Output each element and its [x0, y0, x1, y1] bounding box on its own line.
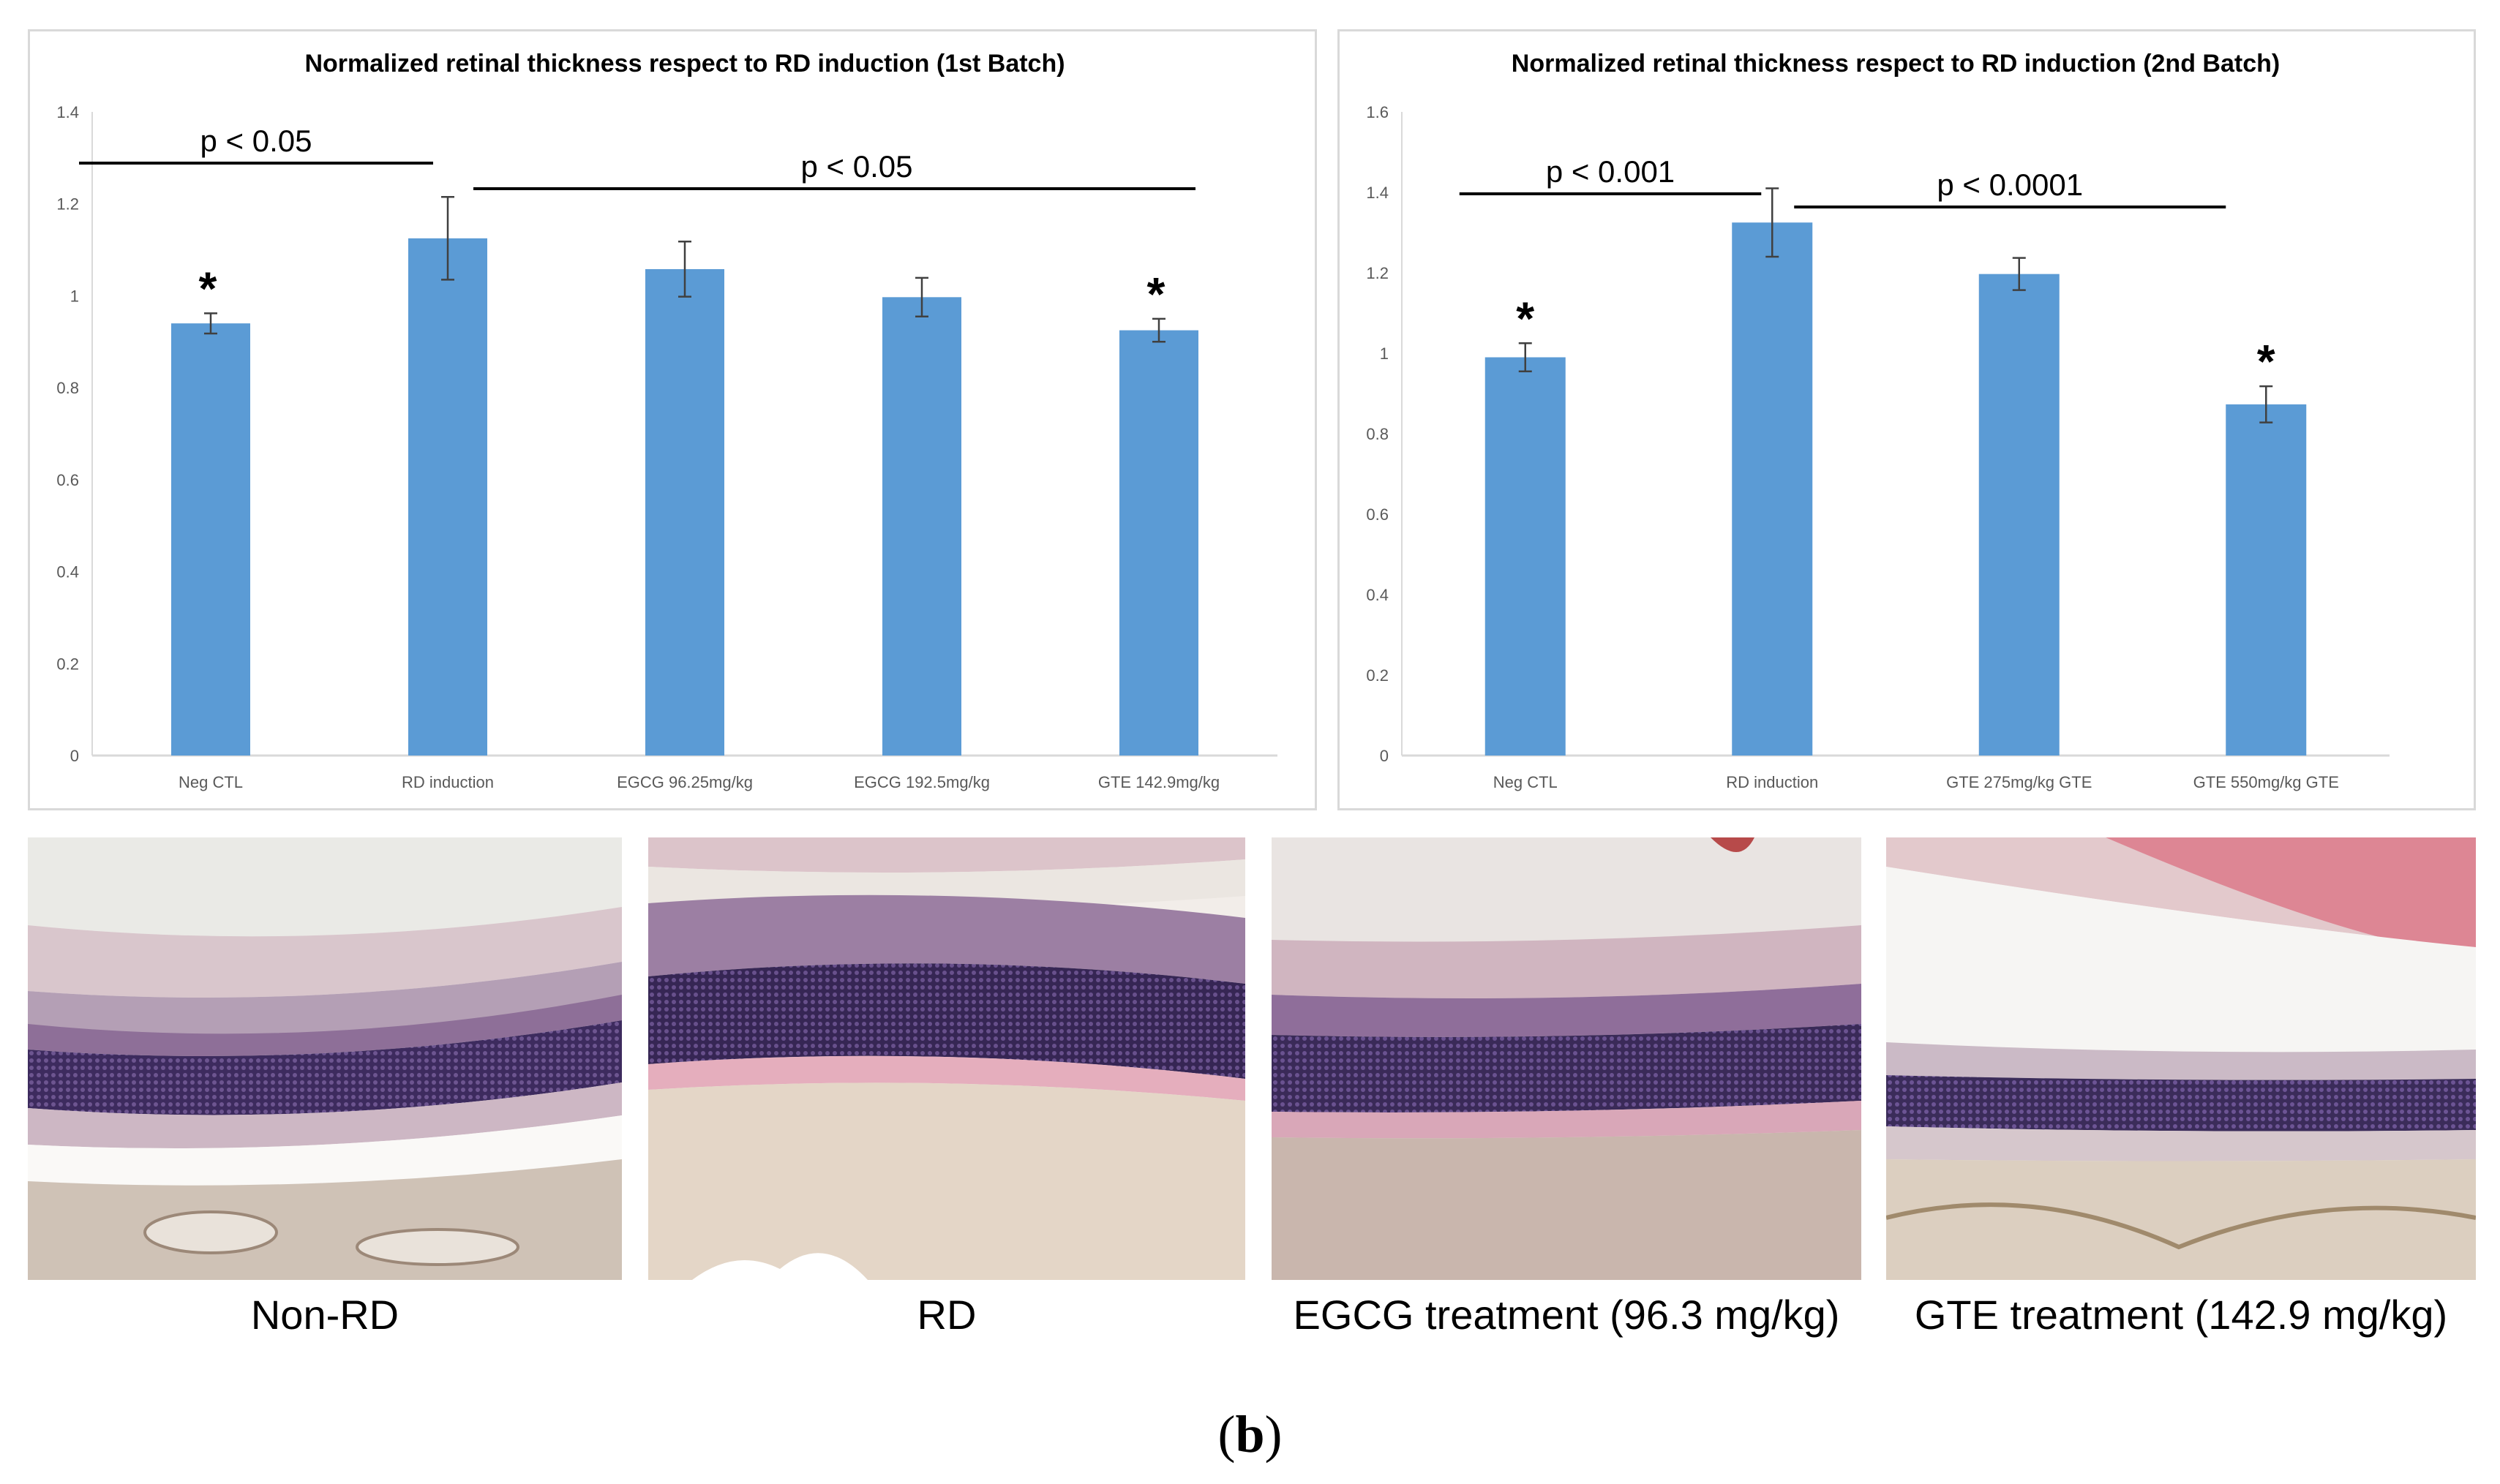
bar [2226, 404, 2307, 756]
y-tick-label: 0.6 [56, 471, 79, 489]
significance-label: p < 0.0001 [1937, 167, 2083, 202]
chart-title: Normalized retinal thickness respect to … [1512, 50, 2280, 78]
micrograph-egcg-treatment [1272, 837, 1861, 1280]
x-tick-label: RD induction [1726, 773, 1818, 791]
micrograph-rd [648, 837, 1245, 1280]
chart-panel-1st-batch: Normalized retinal thickness respect to … [28, 29, 1317, 810]
retina-section-image [28, 837, 622, 1280]
chart-panel-2nd-batch: Normalized retinal thickness respect to … [1337, 29, 2476, 810]
panel-label: (b) [0, 1404, 2500, 1465]
bar [1978, 274, 2060, 756]
y-tick-label: 0.8 [1366, 425, 1389, 443]
bar [408, 238, 487, 756]
y-tick-label: 0.2 [1366, 666, 1389, 685]
chart-title: Normalized retinal thickness respect to … [304, 50, 1065, 78]
caption-egcg-treatment: EGCG treatment (96.3 mg/kg) [1293, 1292, 1840, 1338]
y-tick-label: 0.6 [1366, 505, 1389, 524]
y-tick-label: 1.2 [56, 195, 79, 214]
significance-star: * [199, 262, 217, 314]
y-tick-label: 0.2 [56, 655, 79, 673]
x-tick-label: GTE 550mg/kg GTE [2193, 773, 2339, 791]
panel-label-close: ) [1264, 1405, 1283, 1464]
significance-label: p < 0.001 [1546, 154, 1675, 189]
y-tick-label: 0 [1380, 747, 1389, 765]
y-tick-label: 1.2 [1366, 264, 1389, 282]
x-tick-label: EGCG 96.25mg/kg [617, 773, 753, 791]
retina-section-image [1886, 837, 2476, 1280]
bar [645, 268, 724, 756]
caption-gte-treatment: GTE treatment (142.9 mg/kg) [1914, 1292, 2448, 1338]
bar [171, 323, 250, 756]
y-tick-label: 0.8 [56, 379, 79, 397]
x-tick-label: Neg CTL [179, 773, 243, 791]
x-tick-label: Neg CTL [1493, 773, 1558, 791]
micrograph-non-rd [28, 837, 622, 1280]
bar [1732, 222, 1813, 756]
y-tick-label: 1.4 [1366, 184, 1389, 202]
y-tick-label: 1.6 [1366, 103, 1389, 121]
significance-label: p < 0.05 [200, 124, 312, 158]
significance-star: * [1516, 292, 1534, 344]
panel-label-open: ( [1217, 1405, 1236, 1464]
significance-star: * [1147, 268, 1165, 320]
y-tick-label: 1 [70, 287, 79, 305]
x-tick-label: EGCG 192.5mg/kg [854, 773, 990, 791]
micrograph-gte-treatment [1886, 837, 2476, 1280]
significance-star: * [2257, 335, 2275, 388]
caption-rd: RD [917, 1292, 977, 1338]
x-tick-label: GTE 275mg/kg GTE [1946, 773, 2092, 791]
x-tick-label: RD induction [402, 773, 494, 791]
bar [1484, 357, 1566, 756]
y-tick-label: 0 [70, 747, 79, 765]
y-tick-label: 0.4 [56, 563, 79, 581]
panel-label-letter: b [1235, 1405, 1265, 1464]
x-tick-label: GTE 142.9mg/kg [1098, 773, 1220, 791]
bar-chart-2nd-batch: Normalized retinal thickness respect to … [1366, 50, 2390, 791]
y-tick-label: 1.4 [56, 103, 79, 121]
bar-chart-1st-batch: Normalized retinal thickness respect to … [56, 50, 1277, 791]
retina-section-image [648, 837, 1245, 1280]
bar [1119, 330, 1198, 756]
significance-label: p < 0.05 [801, 149, 913, 184]
y-tick-label: 1 [1380, 344, 1389, 363]
retina-section-image [1272, 837, 1861, 1280]
caption-non-rd: Non-RD [250, 1292, 399, 1338]
y-tick-label: 0.4 [1366, 586, 1389, 604]
bar [882, 297, 961, 756]
